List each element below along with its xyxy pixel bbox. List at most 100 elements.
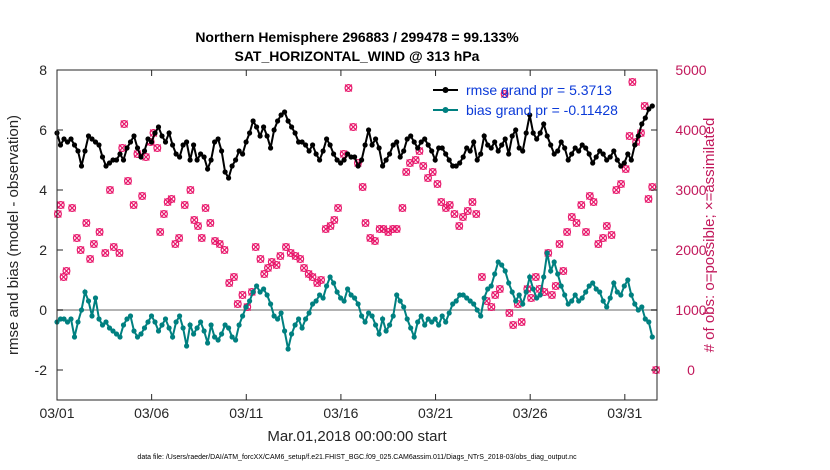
y-tick-label: 0 xyxy=(39,302,47,318)
obs-possible-marker xyxy=(272,261,281,270)
obs-count-point xyxy=(109,243,118,252)
rmse-point xyxy=(159,133,165,139)
bias-point xyxy=(334,289,340,295)
obs-count-point xyxy=(402,168,411,177)
rmse-point xyxy=(446,157,452,163)
rmse-point xyxy=(117,151,123,157)
obs-count-point xyxy=(206,219,215,228)
obs-possible-marker xyxy=(495,285,504,294)
bias-point xyxy=(607,295,613,301)
obs-count-point xyxy=(238,291,247,300)
obs-assimilated-marker xyxy=(344,84,353,92)
bias-point xyxy=(64,319,71,325)
obs-assimilated-marker xyxy=(138,192,146,200)
obs-assimilated-marker xyxy=(171,240,180,248)
obs-assimilated-marker xyxy=(225,279,234,287)
obs-count-point xyxy=(617,180,626,189)
line-series xyxy=(54,103,655,352)
bias-point xyxy=(106,325,113,331)
bias-point xyxy=(380,316,386,322)
rmse-point xyxy=(310,142,316,148)
obs-assimilated-marker xyxy=(577,201,586,209)
obs-possible-marker xyxy=(215,240,224,249)
obs-assimilated-marker xyxy=(260,270,269,278)
bias-point xyxy=(327,274,333,280)
rmse-point xyxy=(387,151,393,157)
bias-point xyxy=(534,295,540,301)
rmse-point xyxy=(443,151,449,157)
rmse-point xyxy=(127,139,134,145)
bias-point xyxy=(464,295,470,301)
obs-count-point xyxy=(559,267,568,276)
rmse-point xyxy=(124,145,130,151)
rmse-point xyxy=(233,157,239,163)
obs-possible-marker xyxy=(229,273,238,282)
y-tick-label: 6 xyxy=(39,122,47,138)
rmse-point xyxy=(201,154,207,160)
obs-possible-marker xyxy=(472,210,481,219)
rmse-point xyxy=(275,118,281,124)
rmse-point xyxy=(194,157,200,163)
obs-count-point xyxy=(72,234,81,243)
obs-assimilated-marker xyxy=(215,240,224,248)
bias-point xyxy=(89,313,95,319)
obs-possible-marker xyxy=(308,273,317,282)
rmse-point xyxy=(187,157,193,163)
rmse-point xyxy=(177,154,183,160)
x-tick-label: 03/06 xyxy=(134,405,169,421)
obs-assimilated-marker xyxy=(180,201,189,209)
obs-assimilated-marker xyxy=(568,213,576,221)
bias-point xyxy=(397,298,403,304)
bias-point xyxy=(611,280,617,286)
rmse-point xyxy=(134,145,141,151)
obs-possible-marker xyxy=(76,246,85,255)
bias-point xyxy=(600,298,606,304)
obs-count-point xyxy=(95,228,104,237)
rmse-point xyxy=(331,151,337,157)
bias-point xyxy=(162,316,169,322)
obs-possible-marker xyxy=(167,195,176,204)
obs-assimilated-marker xyxy=(582,228,590,236)
obs-possible-marker xyxy=(62,267,71,276)
rmse-point xyxy=(208,157,214,163)
bias-point xyxy=(131,328,137,334)
bias-point xyxy=(628,292,634,298)
obs-assimilated-marker xyxy=(334,204,342,212)
obs-possible-marker xyxy=(450,210,459,219)
rmse-point xyxy=(247,130,253,136)
obs-count-point xyxy=(500,89,509,98)
bias-point xyxy=(422,322,428,328)
rmse-point xyxy=(625,151,631,157)
y2-tick-label: 0 xyxy=(687,362,695,378)
obs-possible-marker xyxy=(190,216,199,225)
rmse-point xyxy=(460,154,466,160)
obs-count-point xyxy=(423,174,432,183)
rmse-point xyxy=(646,106,652,112)
rmse-point xyxy=(558,139,564,145)
bias-point xyxy=(495,259,501,265)
obs-assimilated-marker xyxy=(296,255,305,263)
bias-point xyxy=(82,289,88,295)
bias-point xyxy=(383,328,389,334)
bias-point xyxy=(558,283,564,289)
obs-count-point xyxy=(62,267,71,276)
rmse-point xyxy=(614,157,620,163)
bias-point xyxy=(299,325,305,331)
obs-assimilated-marker xyxy=(167,195,176,203)
y-tick-label: 4 xyxy=(39,182,47,198)
rmse-point xyxy=(369,142,375,148)
bias-point xyxy=(296,316,302,322)
obs-possible-marker xyxy=(159,210,168,219)
rmse-point xyxy=(261,124,267,130)
obs-assimilated-marker xyxy=(186,186,195,194)
bias-point xyxy=(71,334,78,340)
obs-count-point xyxy=(505,309,514,318)
rmse-point xyxy=(579,142,585,148)
obs-possible-marker xyxy=(392,225,401,234)
obs-possible-marker xyxy=(330,216,339,225)
bias-point xyxy=(247,298,253,304)
rmse-point xyxy=(61,136,67,142)
bias-point xyxy=(254,283,260,289)
bias-point xyxy=(366,310,372,316)
bias-point xyxy=(523,289,529,295)
